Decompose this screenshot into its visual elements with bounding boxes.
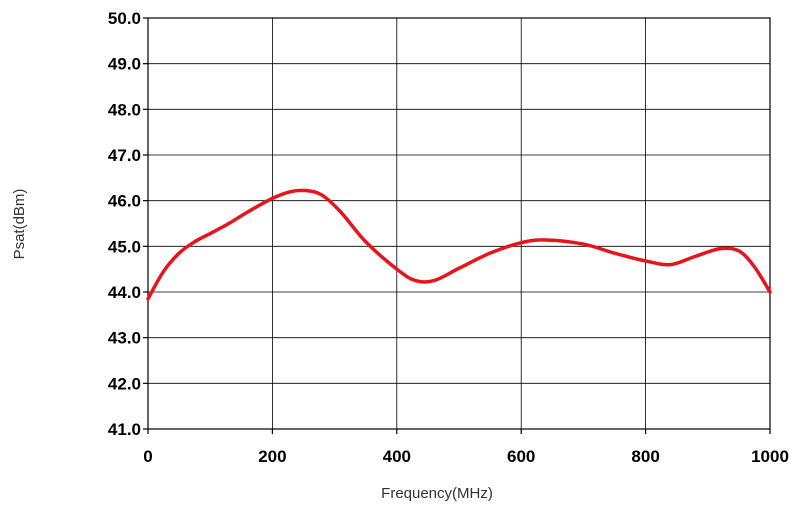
series-line-0 bbox=[146, 188, 772, 301]
x-tick-label: 600 bbox=[507, 447, 535, 466]
y-tick-label: 45.0 bbox=[108, 237, 141, 256]
x-tick-label: 800 bbox=[631, 447, 659, 466]
y-tick-label: 49.0 bbox=[108, 55, 141, 74]
x-tick-label: 400 bbox=[383, 447, 411, 466]
x-tick-label: 1000 bbox=[751, 447, 789, 466]
series-group bbox=[146, 188, 772, 301]
x-tick-label: 0 bbox=[143, 447, 152, 466]
grid-lines bbox=[147, 17, 771, 430]
y-tick-label: 42.0 bbox=[108, 374, 141, 393]
y-tick-label: 47.0 bbox=[108, 146, 141, 165]
y-tick-label: 46.0 bbox=[108, 192, 141, 211]
y-tick-label: 41.0 bbox=[108, 420, 141, 439]
y-tick-label: 50.0 bbox=[108, 9, 141, 28]
x-tick-label: 200 bbox=[258, 447, 286, 466]
y-tick-label: 48.0 bbox=[108, 100, 141, 119]
y-tick-label: 44.0 bbox=[108, 283, 141, 302]
tick-labels: 41.0 42.0 43.0 44.0 45.0 46.0 47.0 48.0 49.0 50.0… bbox=[108, 9, 789, 466]
y-axis-title: Psat(dBm) bbox=[11, 189, 28, 260]
plot-area-frame bbox=[147, 17, 771, 430]
y-tick-label: 43.0 bbox=[108, 329, 141, 348]
x-axis-title: Frequency(MHz) bbox=[381, 485, 493, 502]
axis-ticks bbox=[143, 17, 771, 434]
